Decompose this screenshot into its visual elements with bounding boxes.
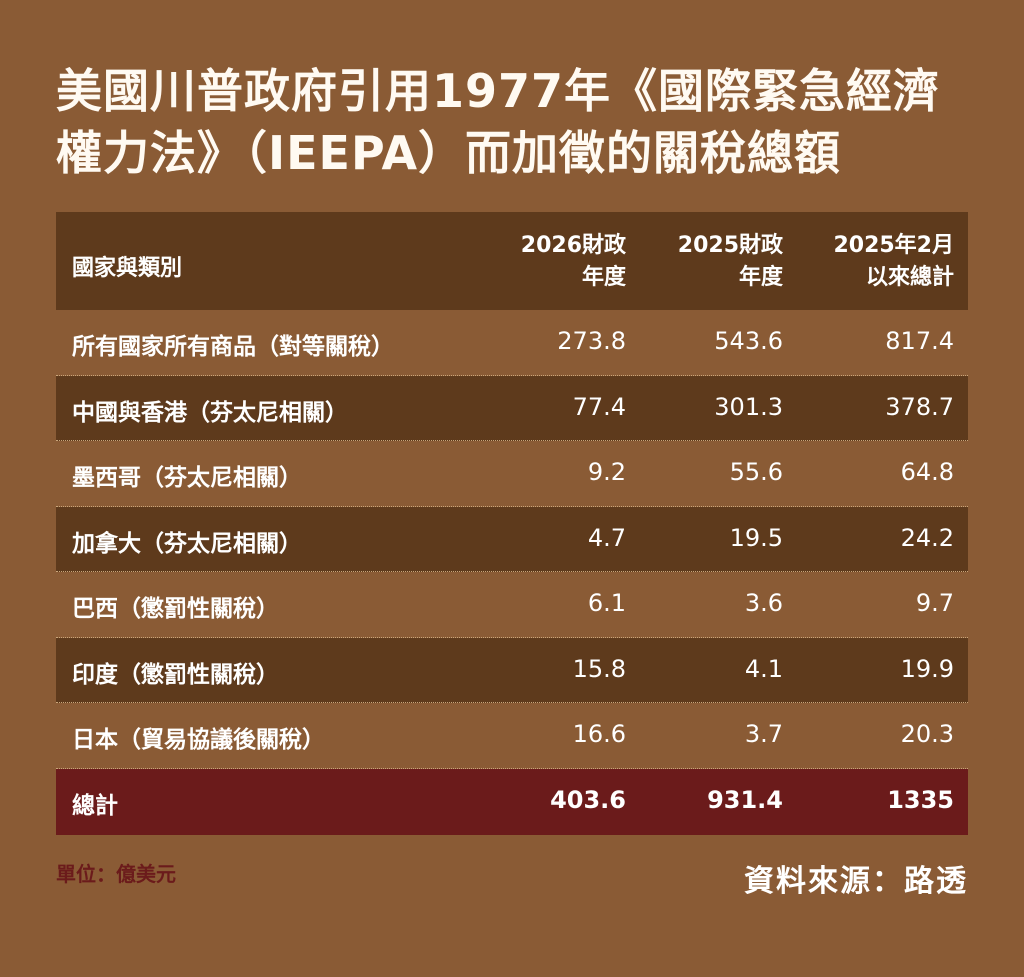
total-fy2025: 931.4 — [707, 785, 783, 814]
header-fy2026-line2: 年度 — [581, 265, 626, 290]
table-row: 日本（貿易協議後關稅） 16.6 3.7 20.3 — [56, 703, 968, 769]
cell-fy2026: 9.2 — [587, 458, 626, 486]
cell-fy2026: 273.8 — [557, 327, 626, 355]
row-label: 印度（懲罰性關稅） — [72, 661, 279, 688]
cell-fy2026: 77.4 — [572, 392, 626, 421]
cell-fy2025: 301.3 — [714, 392, 783, 421]
cell-fy2025: 4.1 — [744, 654, 783, 683]
table-row: 印度（懲罰性關稅） 15.8 4.1 19.9 — [56, 637, 968, 703]
row-label: 中國與香港（芬太尼相關） — [72, 399, 348, 426]
table-header: 國家與類別 2026財政 年度 2025財政 年度 2025年2月 以來總計 — [56, 212, 968, 310]
table-row: 巴西（懲罰性關稅） 6.1 3.6 9.7 — [56, 572, 968, 638]
table-row: 墨西哥（芬太尼相關） 9.2 55.6 64.8 — [56, 441, 968, 507]
total-row: 總計 403.6 931.4 1335 — [56, 768, 968, 835]
header-fy2025-line2: 年度 — [738, 265, 783, 290]
tariff-table: 國家與類別 2026財政 年度 2025財政 年度 2025年2月 以來總計 所… — [56, 212, 968, 835]
header-category: 國家與類別 — [72, 256, 183, 281]
row-label: 加拿大（芬太尼相關） — [72, 530, 302, 557]
cell-cumulative: 19.9 — [900, 654, 954, 683]
cell-cumulative: 817.4 — [885, 327, 954, 355]
cell-fy2026: 15.8 — [572, 654, 626, 683]
table-row: 所有國家所有商品（對等關稅） 273.8 543.6 817.4 — [56, 310, 968, 376]
cell-cumulative: 378.7 — [885, 392, 954, 421]
row-label: 日本（貿易協議後關稅） — [72, 727, 325, 753]
cell-fy2026: 16.6 — [572, 720, 626, 748]
header-cumulative-line1: 2025年2月 — [833, 233, 954, 258]
total-fy2026: 403.6 — [550, 785, 626, 814]
header-fy2026-line1: 2026財政 — [520, 233, 626, 258]
source-note: 資料來源：路透 — [744, 864, 968, 899]
header-fy2025: 2025財政 年度 — [678, 230, 783, 294]
cell-fy2025: 3.7 — [744, 720, 783, 748]
total-cumulative: 1335 — [887, 785, 954, 814]
header-fy2026: 2026財政 年度 — [521, 230, 626, 294]
header-cumulative: 2025年2月 以來總計 — [833, 230, 954, 294]
cell-fy2025: 55.6 — [729, 458, 783, 486]
cell-fy2025: 543.6 — [714, 327, 783, 355]
cell-cumulative: 24.2 — [900, 523, 954, 552]
cell-fy2025: 19.5 — [729, 523, 783, 552]
row-label: 巴西（懲罰性關稅） — [72, 596, 279, 622]
total-label: 總計 — [72, 792, 118, 819]
cell-cumulative: 64.8 — [900, 458, 954, 486]
cell-cumulative: 20.3 — [900, 720, 954, 748]
table-row: 中國與香港（芬太尼相關） 77.4 301.3 378.7 — [56, 375, 968, 441]
cell-fy2025: 3.6 — [744, 589, 783, 617]
page-title: 美國川普政府引用1977年《國際緊急經濟權力法》（IEEPA）而加徵的關稅總額 — [56, 64, 941, 180]
row-label: 墨西哥（芬太尼相關） — [72, 465, 302, 491]
row-label: 所有國家所有商品（對等關稅） — [72, 334, 394, 360]
table-row: 加拿大（芬太尼相關） 4.7 19.5 24.2 — [56, 506, 968, 572]
cell-fy2026: 6.1 — [587, 589, 626, 617]
cell-cumulative: 9.7 — [915, 589, 954, 617]
header-fy2025-line1: 2025財政 — [677, 233, 783, 258]
header-cumulative-line2: 以來總計 — [865, 265, 954, 290]
unit-note: 單位：億美元 — [56, 862, 176, 886]
cell-fy2026: 4.7 — [587, 523, 626, 552]
